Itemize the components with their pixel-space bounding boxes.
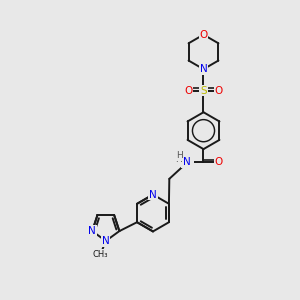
Text: H: H bbox=[182, 158, 188, 167]
Text: N: N bbox=[149, 190, 157, 200]
Text: H: H bbox=[176, 152, 183, 160]
Text: N: N bbox=[200, 64, 207, 74]
Text: N: N bbox=[185, 158, 193, 167]
Text: CH₃: CH₃ bbox=[93, 250, 108, 259]
Text: H: H bbox=[175, 155, 182, 164]
Text: O: O bbox=[215, 85, 223, 96]
Text: S: S bbox=[200, 85, 207, 96]
Text: N: N bbox=[102, 236, 110, 246]
Text: O: O bbox=[184, 85, 192, 96]
Text: N: N bbox=[183, 158, 191, 167]
Text: O: O bbox=[215, 158, 223, 167]
Text: N: N bbox=[88, 226, 96, 236]
Text: O: O bbox=[200, 30, 208, 40]
